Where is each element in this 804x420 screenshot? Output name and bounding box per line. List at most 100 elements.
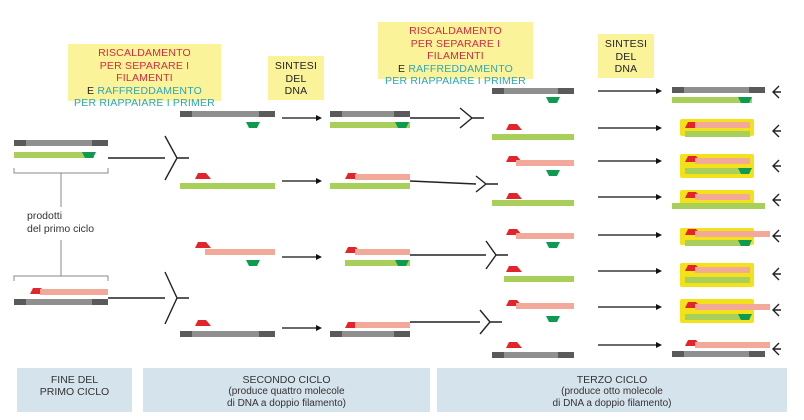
cool-label-line1: RAFFREDDAMENTO <box>408 62 514 75</box>
footer-line3: di DNA a doppio filamento) <box>227 398 346 409</box>
salmon-strand <box>516 303 574 309</box>
strand-end <box>749 351 765 357</box>
strand-separation-fork <box>772 342 781 356</box>
strand-end <box>492 88 504 94</box>
note-line2: del primo ciclo <box>27 223 95 235</box>
heat-label-line1: RISCALDAMENTO <box>409 25 502 37</box>
strand-end <box>92 299 108 305</box>
green-strand <box>685 240 750 246</box>
synthesis-label-1: SINTESI DEL DNA <box>268 56 324 100</box>
reverse-primer <box>546 97 560 103</box>
green-strand <box>685 131 750 137</box>
salmon-strand <box>205 249 275 255</box>
strand-separation-fork <box>772 229 781 243</box>
salmon-strand <box>695 122 750 128</box>
arrow-head <box>656 194 662 200</box>
template-strand <box>14 299 108 305</box>
template-strand <box>330 331 410 337</box>
strand-separation-fork <box>772 85 781 99</box>
arrow-head <box>656 268 662 274</box>
template-strand <box>672 351 765 357</box>
salmon-strand <box>695 342 770 348</box>
first-cycle-products-note: prodotti del primo ciclo <box>27 210 94 236</box>
footer-line1: FINE DEL <box>50 374 99 386</box>
heat-label-and: E <box>397 62 409 75</box>
heat-cool-label-2: RISCALDAMENTO PER SEPARARE I FILAMENTI E… <box>378 22 533 87</box>
strand-separation-fork <box>475 175 498 193</box>
reverse-primer <box>546 170 560 176</box>
salmon-strand <box>695 231 770 237</box>
strand-end <box>672 87 684 93</box>
strand-end <box>672 351 684 357</box>
strand-separation-fork <box>479 309 502 335</box>
footer-line3: di DNA a doppio filamento) <box>552 398 672 409</box>
reverse-primer <box>738 168 752 174</box>
heat-cool-label-1: RISCALDAMENTO PER SEPARARE I FILAMENTI E… <box>68 44 221 109</box>
synthesis-label-line1: SINTESI <box>604 38 648 50</box>
cool-label-line2: PER RIAPPAIARE I PRIMER <box>385 75 526 87</box>
strand-separation-fork <box>772 193 781 207</box>
salmon-strand <box>516 160 574 166</box>
connector <box>409 180 477 185</box>
green-strand <box>330 183 410 189</box>
footer-line2: (produce quattro molecole <box>228 386 345 397</box>
heat-label-line2: PER SEPARARE I FILAMENTI <box>410 37 501 63</box>
strand-separation-fork <box>459 107 484 129</box>
green-strand <box>180 183 275 189</box>
green-strand <box>492 134 574 140</box>
strand-end <box>492 352 504 358</box>
template-strand <box>330 111 410 117</box>
reverse-primer <box>246 122 260 128</box>
arrow-head <box>316 325 322 331</box>
synthesis-label-line1: SINTESI <box>274 60 318 72</box>
reverse-primer <box>738 97 752 103</box>
green-strand <box>672 97 752 103</box>
arrow-head <box>656 125 662 131</box>
strand-end <box>259 111 275 117</box>
strand-end <box>330 331 342 337</box>
arrow-head <box>316 254 322 260</box>
reverse-primer <box>738 240 752 246</box>
green-strand <box>345 260 410 266</box>
synthesis-label-line2: DEL <box>615 50 637 63</box>
strand-end <box>92 140 108 146</box>
note-line1: prodotti <box>27 210 63 222</box>
strand-end <box>259 331 275 337</box>
strand-separation-fork <box>164 135 189 181</box>
strand-separation-fork <box>772 303 781 317</box>
green-strand <box>504 276 574 282</box>
strand-separation-fork <box>772 267 781 281</box>
strand-end <box>180 111 192 117</box>
salmon-strand <box>355 174 410 180</box>
forward-primer <box>195 320 211 326</box>
salmon-strand <box>40 289 108 295</box>
salmon-strand <box>695 267 750 273</box>
heat-label-line1: RISCALDAMENTO <box>98 47 191 59</box>
reverse-primer <box>546 242 560 248</box>
strand-separation-fork <box>164 271 189 325</box>
forward-primer <box>506 266 522 272</box>
strand-end <box>394 111 410 117</box>
arrow-head <box>316 115 322 121</box>
arrow-head <box>656 88 662 94</box>
first-cycle-bracket <box>13 168 109 281</box>
footer-title: TERZO CICLO <box>576 374 648 386</box>
strand-separation-fork <box>772 159 781 173</box>
reverse-primer <box>82 152 96 158</box>
forward-primer <box>506 342 522 348</box>
footer-second-cycle: SECONDO CICLO (produce quattro molecole … <box>143 368 430 412</box>
strand-separation-fork <box>772 124 781 138</box>
footer-line2: (produce otto molecole <box>561 386 663 397</box>
strand-end <box>749 87 765 93</box>
green-strand <box>14 152 94 158</box>
green-strand <box>685 314 750 320</box>
synthesis-label-2: SINTESI DEL DNA <box>598 34 654 78</box>
strand-end <box>558 88 574 94</box>
synthesis-label-line2: DEL <box>285 72 307 85</box>
footer-line2: PRIMO CICLO <box>39 386 110 398</box>
strand-end <box>180 331 192 337</box>
template-strand <box>14 140 108 146</box>
salmon-strand <box>355 249 410 255</box>
template-strand <box>492 88 574 94</box>
